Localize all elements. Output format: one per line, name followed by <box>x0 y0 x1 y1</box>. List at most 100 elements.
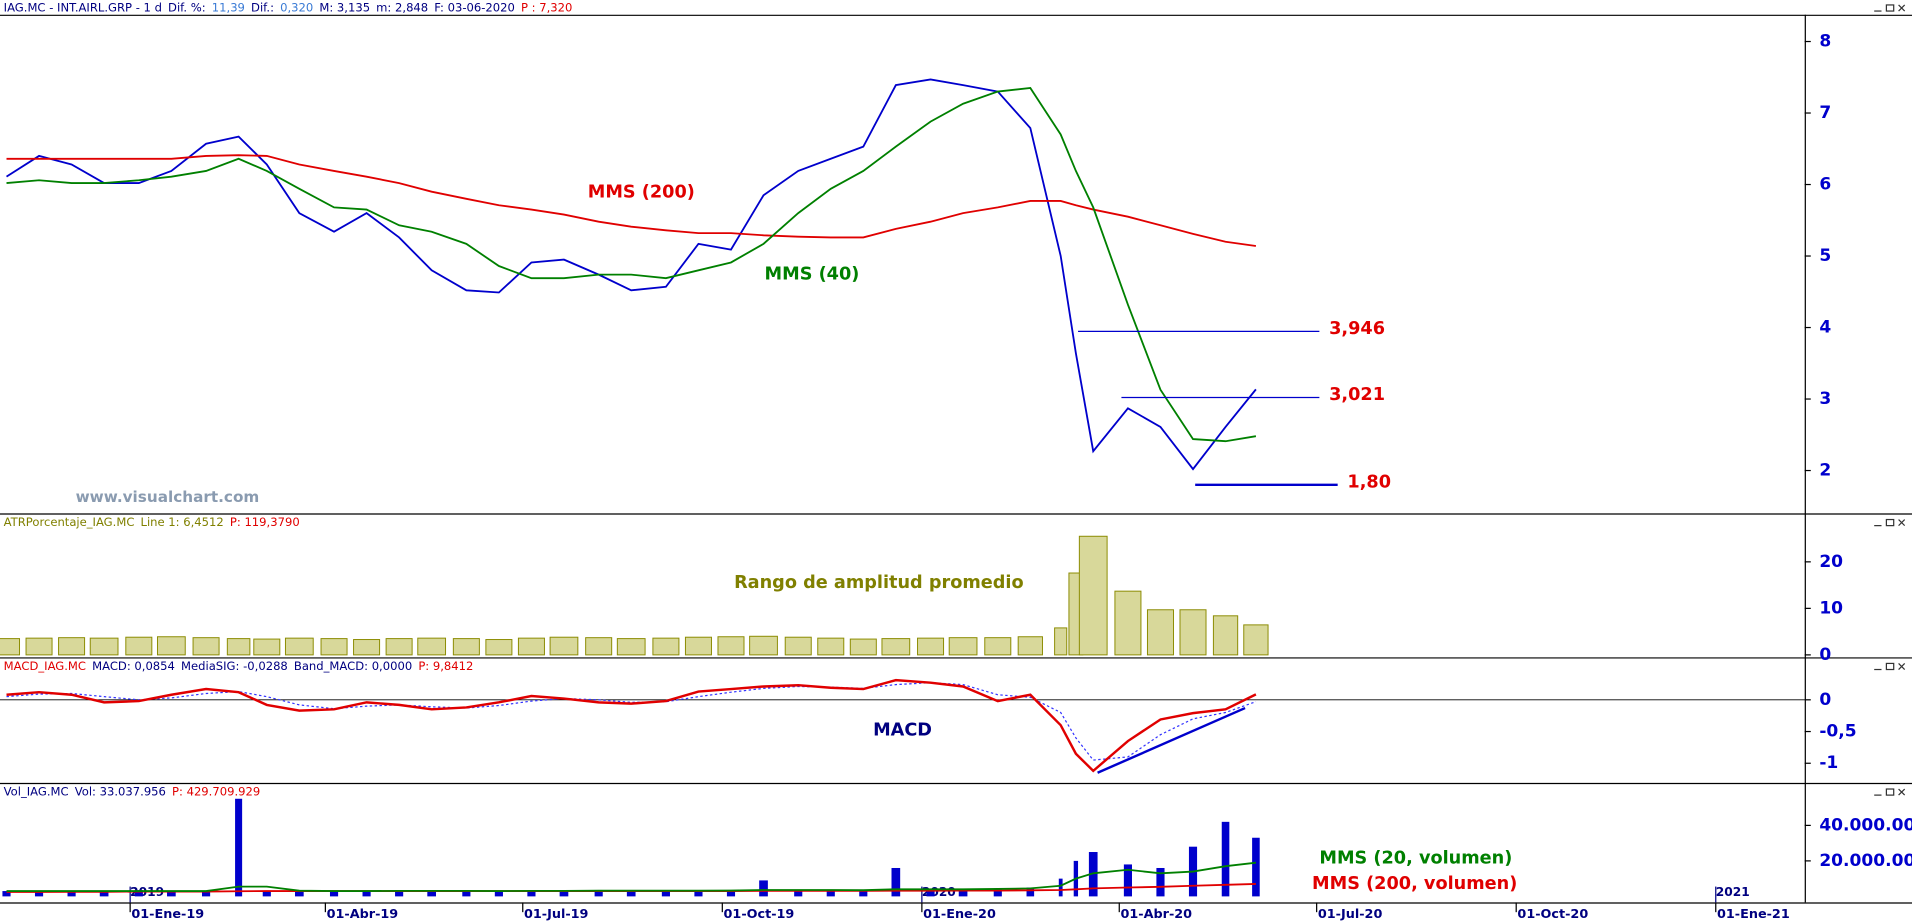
bar <box>859 890 868 897</box>
bar <box>917 637 945 656</box>
line-series <box>6 154 1257 247</box>
bar <box>948 637 978 656</box>
bar <box>395 890 404 897</box>
x-tick-label: 01-Ene-19 <box>131 907 204 922</box>
bar <box>452 638 480 656</box>
close-button[interactable] <box>1898 4 1906 12</box>
bar <box>58 637 86 656</box>
bar <box>759 880 768 897</box>
line-series <box>6 861 1257 892</box>
bar <box>1221 821 1230 897</box>
x-tick-label: 01-Jul-20 <box>1318 907 1383 922</box>
y-tick-label: 8 <box>1819 32 1831 52</box>
level-label: 1,80 <box>1347 472 1391 492</box>
bar <box>694 890 703 897</box>
y-tick-label: 2 <box>1819 461 1831 481</box>
bar <box>417 637 447 656</box>
bar <box>849 638 877 656</box>
bar <box>485 639 513 656</box>
header-field: P: 429.709.929 <box>172 784 260 798</box>
x-tick-label: 01-Jul-19 <box>524 907 589 922</box>
bar <box>167 891 176 897</box>
y-tick-label: -0,5 <box>1819 722 1856 742</box>
header-field: P: 9,8412 <box>418 658 473 672</box>
bar <box>99 891 109 897</box>
maximize-button[interactable] <box>1885 518 1895 527</box>
header-field: Line 1: 6,4512 <box>141 514 224 528</box>
header-field: MediaSIG: -0,0288 <box>181 658 288 672</box>
bar <box>235 798 243 897</box>
bar <box>559 890 569 897</box>
window-buttons <box>1874 518 1906 527</box>
close-button[interactable] <box>1898 519 1906 527</box>
header-field: Vol_IAG.MC <box>4 784 69 798</box>
bar <box>34 891 44 897</box>
annotation: MACD <box>873 720 932 740</box>
bar <box>517 637 545 656</box>
y-tick-label: 20 <box>1819 552 1843 572</box>
bar <box>958 888 968 897</box>
maximize-button[interactable] <box>1885 662 1895 671</box>
y-tick-label: 10 <box>1819 598 1843 618</box>
maximize-button[interactable] <box>1885 4 1895 12</box>
bar <box>784 636 812 656</box>
panel-header: MACD_IAG.MC MACD: 0,0854 MediaSIG: -0,0288… <box>4 658 474 672</box>
bar <box>1243 624 1269 656</box>
line-series <box>6 87 1257 443</box>
bar <box>1212 615 1239 656</box>
bar <box>1252 837 1260 897</box>
bar <box>284 637 314 656</box>
header-field: MACD: 0,0854 <box>92 658 175 672</box>
bar <box>0 638 21 656</box>
level-label: 3,946 <box>1329 319 1385 339</box>
annotation: Rango de amplitud promedio <box>734 573 1024 593</box>
bar <box>25 637 53 656</box>
bar <box>817 637 845 656</box>
bar <box>1058 878 1063 897</box>
bar <box>826 889 835 897</box>
header-field: Dif. %: <box>168 0 206 14</box>
panel-frames <box>0 14 1912 904</box>
bar <box>156 636 186 656</box>
maximize-button[interactable] <box>1885 788 1895 796</box>
header-field: 0,320 <box>280 0 313 14</box>
header-field: P: 119,3790 <box>230 514 300 528</box>
bar <box>626 891 636 897</box>
header-field: Dif.: <box>251 0 274 14</box>
x-tick-label: 01-Ene-21 <box>1717 907 1790 922</box>
y-tick-label: -1 <box>1819 753 1838 773</box>
header-field: MACD_IAG.MC <box>4 658 86 672</box>
bar <box>192 637 220 656</box>
header-field: IAG.MC - INT.AIRL.GRP - 1 d <box>4 0 162 14</box>
y-tick-label: 20.000.00 <box>1819 851 1912 871</box>
bar <box>2 891 11 897</box>
bar <box>226 638 251 656</box>
header-field: m: 2,848 <box>376 0 428 14</box>
bar <box>594 889 603 897</box>
bar <box>881 638 911 656</box>
x-tick-label: 01-Oct-19 <box>724 907 795 922</box>
y-tick-label: 7 <box>1819 103 1831 123</box>
annotation: MMS (40) <box>765 264 860 284</box>
y-tick-label: 4 <box>1819 318 1831 338</box>
bar <box>993 888 1002 897</box>
year-marker-label: 2021 <box>1716 885 1750 899</box>
bar <box>253 638 281 656</box>
bar <box>749 635 778 656</box>
x-tick-label: 01-Abr-19 <box>327 907 399 922</box>
close-button[interactable] <box>1898 662 1906 670</box>
level-label: 3,021 <box>1329 385 1385 405</box>
header-field: Band_MACD: 0,0000 <box>294 658 412 672</box>
close-button[interactable] <box>1898 788 1906 796</box>
x-tick-label: 01-Abr-20 <box>1120 907 1192 922</box>
bar <box>362 891 371 897</box>
bar <box>585 637 613 656</box>
bar <box>1026 887 1035 897</box>
header-field: 11,39 <box>212 0 245 14</box>
bar <box>1078 535 1108 656</box>
line-series <box>6 78 1257 471</box>
header-field: Vol: 33.037.956 <box>75 784 166 798</box>
bar <box>726 890 736 897</box>
